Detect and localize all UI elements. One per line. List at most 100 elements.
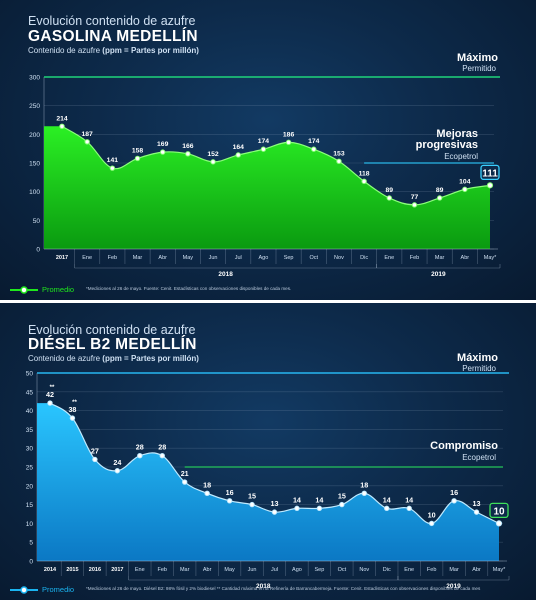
data-point <box>386 195 392 201</box>
data-label: 214 <box>56 115 68 122</box>
x-tick-label: Jul <box>235 255 242 261</box>
y-tick-label: 300 <box>29 75 40 82</box>
data-label: 18 <box>203 480 211 489</box>
max-permitted-title: Máximo <box>457 352 498 364</box>
data-point <box>294 505 300 512</box>
panel-title: GASOLINA MEDELLÍN <box>28 28 198 45</box>
commitment-title: Compromiso <box>430 440 498 452</box>
x-tick-label: Dic <box>383 567 391 573</box>
panel-eyebrow: Evolución contenido de azufre <box>28 323 196 337</box>
x-tick-label: Feb <box>410 255 419 261</box>
x-tick-label: Ene <box>135 567 145 573</box>
series-area <box>44 126 490 249</box>
y-tick-label: 35 <box>26 427 34 434</box>
y-tick-label: 0 <box>29 559 33 566</box>
data-label: 16 <box>450 488 458 497</box>
diesel-chart-panel: Evolución contenido de azufre DIÉSEL B2 … <box>0 300 536 600</box>
x-tick-label: Ene <box>384 255 394 261</box>
data-point <box>260 146 267 152</box>
data-point <box>69 415 76 421</box>
y-tick-label: 50 <box>26 371 34 378</box>
y-tick-label: 50 <box>33 218 41 225</box>
data-point <box>473 509 480 515</box>
improvements-subtitle: Ecopetrol <box>444 152 478 161</box>
y-tick-label: 25 <box>26 465 34 472</box>
year-group-label: 2018 <box>256 583 271 590</box>
x-tick-label: May* <box>493 567 506 573</box>
data-point <box>311 146 317 152</box>
data-point <box>210 159 216 165</box>
panel-subtitle: Contenido de azufre (ppm = Partes por mi… <box>28 354 199 363</box>
data-point <box>285 139 292 146</box>
data-point <box>84 139 90 145</box>
data-label: 169 <box>157 141 169 148</box>
x-tick-label: 2016 <box>89 567 101 573</box>
subtitle-text: Contenido de azufre <box>28 46 103 55</box>
data-label: 118 <box>359 170 370 177</box>
y-tick-label: 200 <box>29 132 40 139</box>
data-label: 15 <box>338 492 346 501</box>
max-permitted-title: Máximo <box>457 52 498 64</box>
subtitle-units: (ppm = Partes por millón) <box>102 46 199 55</box>
x-tick-label: Jul <box>271 567 278 573</box>
data-label: 18 <box>360 480 368 489</box>
x-tick-label: Abr <box>472 567 481 573</box>
data-label: 28 <box>158 443 166 452</box>
y-tick-label: 5 <box>29 540 33 547</box>
legend-label: Promedio <box>42 585 75 594</box>
data-label: 166 <box>182 143 194 150</box>
y-tick-label: 250 <box>29 103 40 110</box>
footnote: *Mediciones al 26 de mayo. Fuente: Cenit… <box>86 286 292 291</box>
data-label: 24 <box>113 458 121 467</box>
data-point <box>109 165 116 171</box>
data-point <box>204 490 210 497</box>
data-label: 89 <box>436 187 444 194</box>
data-label: 104 <box>459 178 471 185</box>
panel-subtitle: Contenido de azufre (ppm = Partes por mi… <box>28 46 199 55</box>
panel-eyebrow: Evolución contenido de azufre <box>28 14 196 28</box>
subtitle-text: Contenido de azufre <box>28 354 103 363</box>
data-point <box>185 151 191 157</box>
x-tick-label: Ago <box>292 567 302 573</box>
x-tick-label: Ene <box>404 567 414 573</box>
data-label: 15 <box>248 492 256 501</box>
x-tick-label: Feb <box>427 567 436 573</box>
last-value-badge <box>480 164 500 181</box>
y-tick-label: 40 <box>26 408 34 415</box>
x-tick-label: Mar <box>133 255 143 261</box>
data-point <box>495 520 503 527</box>
y-tick-label: 100 <box>29 189 40 196</box>
data-label: 152 <box>207 151 219 158</box>
data-point <box>249 501 255 508</box>
subtitle-units: (ppm = Partes por millón) <box>102 354 199 363</box>
commitment-subtitle: Ecopetrol <box>462 453 496 462</box>
data-label: 10 <box>493 506 505 517</box>
data-label: 14 <box>383 495 391 504</box>
y-tick-label: 15 <box>26 502 34 509</box>
data-point <box>406 505 412 512</box>
x-tick-label: Abr <box>158 255 167 261</box>
y-tick-label: 20 <box>26 483 34 490</box>
x-tick-label: May <box>224 567 235 573</box>
data-label: 13 <box>271 499 279 508</box>
data-point <box>462 186 468 193</box>
last-value-badge <box>489 502 509 519</box>
data-label: 27 <box>91 446 99 455</box>
x-tick-label: Nov <box>359 567 369 573</box>
data-label: 158 <box>132 147 144 154</box>
x-tick-label: Sep <box>315 567 325 573</box>
data-point <box>384 505 390 512</box>
data-point <box>316 505 323 512</box>
data-point <box>134 155 141 162</box>
data-label: 13 <box>473 499 481 508</box>
data-point <box>428 520 435 527</box>
x-tick-label: Sep <box>284 255 294 261</box>
x-tick-label: Ene <box>82 255 92 261</box>
data-point <box>436 195 443 201</box>
year-group-label: 2018 <box>218 271 233 278</box>
max-permitted-subtitle: Permitido <box>462 64 496 73</box>
gasoline-chart-panel: Evolución contenido de azufre GASOLINA M… <box>0 0 536 300</box>
x-tick-label: Mar <box>435 255 445 261</box>
data-point <box>361 490 367 497</box>
